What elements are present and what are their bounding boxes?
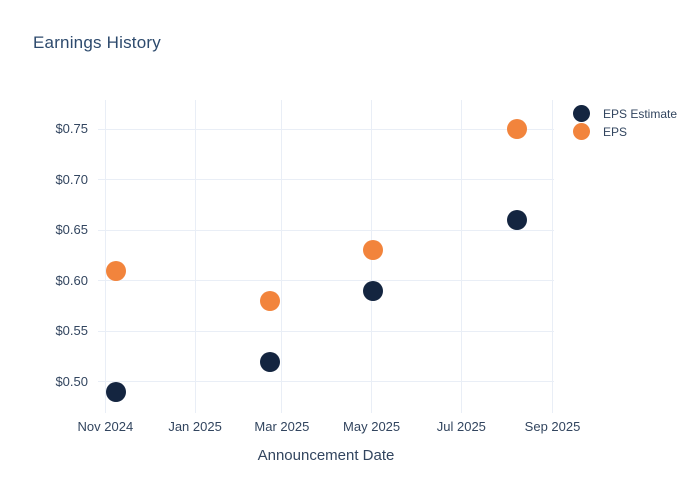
gridline-x <box>552 100 554 413</box>
gridline-y <box>98 229 554 231</box>
x-tick-label: Jul 2025 <box>436 419 486 434</box>
gridline-y <box>98 330 554 332</box>
legend-item-eps-estimate[interactable]: EPS Estimate <box>573 105 677 122</box>
y-tick-label: $0.75 <box>55 121 88 137</box>
eps-estimate-circle-icon <box>573 105 590 122</box>
y-tick-label: $0.60 <box>55 272 88 288</box>
data-point-eps-estimate[interactable] <box>260 351 281 372</box>
legend-label-eps: EPS <box>603 124 628 139</box>
data-point-eps-estimate[interactable] <box>105 381 126 402</box>
legend-label-eps-estimate: EPS Estimate <box>603 106 678 121</box>
x-tick-label: Sep 2025 <box>524 419 581 434</box>
x-tick-label: Jan 2025 <box>168 419 222 434</box>
gridline-x <box>460 100 462 413</box>
legend: EPS Estimate EPS <box>573 105 677 141</box>
gridline-y <box>98 179 554 181</box>
y-tick-label: $0.65 <box>55 222 88 238</box>
x-axis-title: Announcement Date <box>257 447 395 464</box>
x-tick-label: Nov 2024 <box>77 419 134 434</box>
data-point-eps[interactable] <box>260 290 281 311</box>
data-point-eps-estimate[interactable] <box>363 280 384 301</box>
gridline-x <box>281 100 283 413</box>
gridline-x <box>194 100 196 413</box>
y-tick-label: $0.55 <box>55 323 88 339</box>
chart-title: Earnings History <box>33 33 161 52</box>
eps-circle-icon <box>573 123 590 140</box>
data-point-eps[interactable] <box>105 260 126 281</box>
data-point-eps-estimate[interactable] <box>507 210 528 231</box>
y-tick-label: $0.70 <box>55 171 88 187</box>
x-tick-label: May 2025 <box>343 419 401 434</box>
data-point-eps[interactable] <box>363 240 384 261</box>
gridline-x <box>104 100 106 413</box>
gridline-y <box>98 280 554 282</box>
plot-area: $0.50 $0.55 $0.60 $0.65 $0.70 $0.75 Nov 2024 Ja… <box>55 100 580 434</box>
data-point-eps[interactable] <box>507 119 528 140</box>
legend-item-eps[interactable]: EPS <box>573 123 677 140</box>
gridline-y <box>98 128 554 130</box>
gridline-y <box>98 381 554 383</box>
x-tick-label: Mar 2025 <box>254 419 310 434</box>
y-tick-label: $0.50 <box>55 373 88 389</box>
